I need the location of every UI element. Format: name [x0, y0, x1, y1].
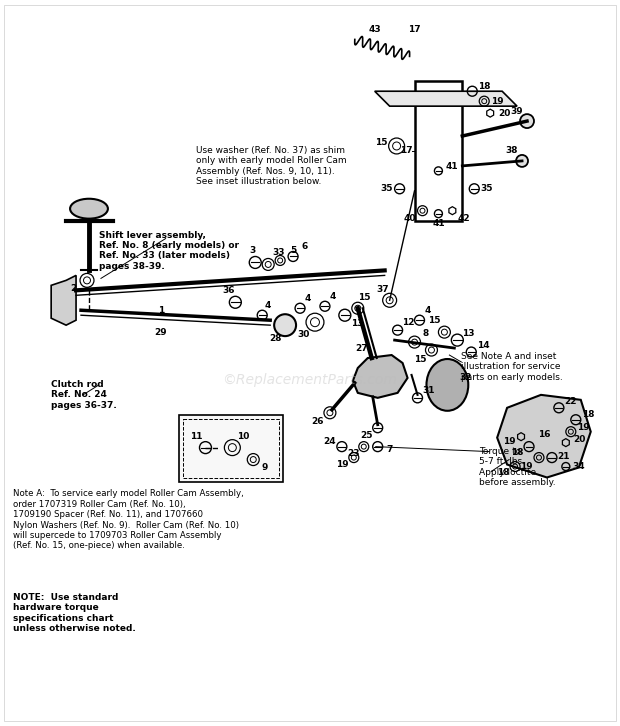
Text: 35: 35 [480, 184, 492, 193]
Text: 20: 20 [574, 435, 586, 444]
Polygon shape [497, 395, 591, 478]
Polygon shape [51, 275, 76, 325]
Text: 18: 18 [583, 410, 595, 420]
Bar [415, 81, 463, 221]
Text: 28: 28 [269, 334, 281, 343]
Text: Torque to
5-7 ft. lbs.: Torque to 5-7 ft. lbs. [479, 446, 525, 466]
Text: 19: 19 [335, 460, 348, 469]
Text: 2: 2 [70, 284, 76, 293]
Text: 1: 1 [157, 306, 164, 315]
Text: 22: 22 [565, 397, 577, 407]
Text: 21: 21 [557, 452, 570, 461]
Ellipse shape [70, 199, 108, 219]
Text: 17: 17 [408, 25, 421, 34]
Text: 16: 16 [538, 431, 550, 439]
Text: 13: 13 [350, 319, 363, 327]
Text: 34: 34 [572, 462, 585, 471]
Text: 4: 4 [424, 306, 431, 315]
Text: 4: 4 [265, 301, 272, 310]
Text: 32: 32 [459, 373, 472, 383]
Text: Clutch rod
Ref. No. 24
pages 36-37.: Clutch rod Ref. No. 24 pages 36-37. [51, 380, 117, 409]
Text: 26: 26 [312, 417, 324, 426]
Text: 42: 42 [458, 214, 471, 223]
Text: 24: 24 [324, 437, 336, 446]
Text: 10: 10 [237, 432, 249, 441]
Text: 25: 25 [360, 431, 373, 440]
Text: 18: 18 [511, 448, 523, 457]
Text: 8: 8 [422, 329, 428, 338]
Text: 15: 15 [414, 354, 427, 364]
Text: NOTE:  Use standard
hardware torque
specifications chart
unless otherwise noted.: NOTE: Use standard hardware torque speci… [14, 593, 136, 633]
Text: 18: 18 [478, 82, 490, 91]
Text: 19: 19 [503, 437, 515, 446]
Circle shape [520, 114, 534, 128]
Ellipse shape [427, 359, 468, 411]
Text: 17: 17 [401, 147, 413, 155]
Polygon shape [353, 355, 407, 398]
Text: 15: 15 [376, 139, 388, 147]
Circle shape [274, 314, 296, 336]
Circle shape [516, 155, 528, 167]
Text: 4: 4 [305, 294, 311, 303]
Text: 15: 15 [358, 293, 371, 302]
Text: 12: 12 [402, 318, 415, 327]
Text: 40: 40 [403, 214, 416, 223]
Text: 20: 20 [498, 109, 510, 118]
Polygon shape [374, 91, 517, 106]
Text: Use washer (Ref. No. 37) as shim
only with early model Roller Cam
Assembly (Ref.: Use washer (Ref. No. 37) as shim only wi… [195, 146, 346, 186]
Bar [179, 415, 283, 483]
Text: 13: 13 [462, 329, 474, 338]
Text: 29: 29 [154, 327, 167, 337]
Text: 7: 7 [386, 445, 393, 454]
Text: See Note A and inset
illustration for service
parts on early models.: See Note A and inset illustration for se… [461, 352, 563, 382]
Text: 37: 37 [376, 285, 389, 294]
Text: 14: 14 [477, 340, 490, 350]
Text: 33: 33 [272, 248, 285, 257]
Text: 15: 15 [428, 316, 441, 325]
Text: 6: 6 [302, 242, 308, 251]
Text: ©ReplacementParts.com: ©ReplacementParts.com [223, 373, 397, 387]
Text: 9: 9 [261, 463, 267, 472]
Text: 31: 31 [422, 386, 435, 396]
Text: 38: 38 [506, 147, 518, 155]
Text: 36: 36 [222, 286, 234, 295]
Text: 30: 30 [298, 330, 310, 338]
Text: 19: 19 [520, 462, 533, 471]
Text: Shift lever assembly,
Ref. No. 8 (early models) or
Ref. No. 33 (later models)
pa: Shift lever assembly, Ref. No. 8 (early … [99, 231, 239, 271]
Bar [182, 419, 279, 478]
Text: Note A:  To service early model Roller Cam Assembly,
order 1707319 Roller Cam (R: Note A: To service early model Roller Ca… [14, 489, 244, 550]
Text: 3: 3 [249, 246, 255, 255]
Text: 35: 35 [381, 184, 393, 193]
Text: 43: 43 [368, 25, 381, 34]
Text: 4: 4 [330, 292, 336, 301]
Text: 19: 19 [577, 423, 590, 432]
Text: Apply loctite
before assembly.: Apply loctite before assembly. [479, 468, 556, 487]
Text: 27: 27 [355, 343, 368, 353]
Text: 19: 19 [491, 97, 503, 106]
Text: 41: 41 [446, 163, 459, 171]
Text: 11: 11 [190, 432, 203, 441]
Text: 18: 18 [497, 468, 510, 477]
Text: 5: 5 [290, 246, 296, 255]
Text: 41: 41 [432, 219, 445, 228]
Text: 23: 23 [348, 449, 360, 458]
Text: 39: 39 [511, 107, 523, 115]
